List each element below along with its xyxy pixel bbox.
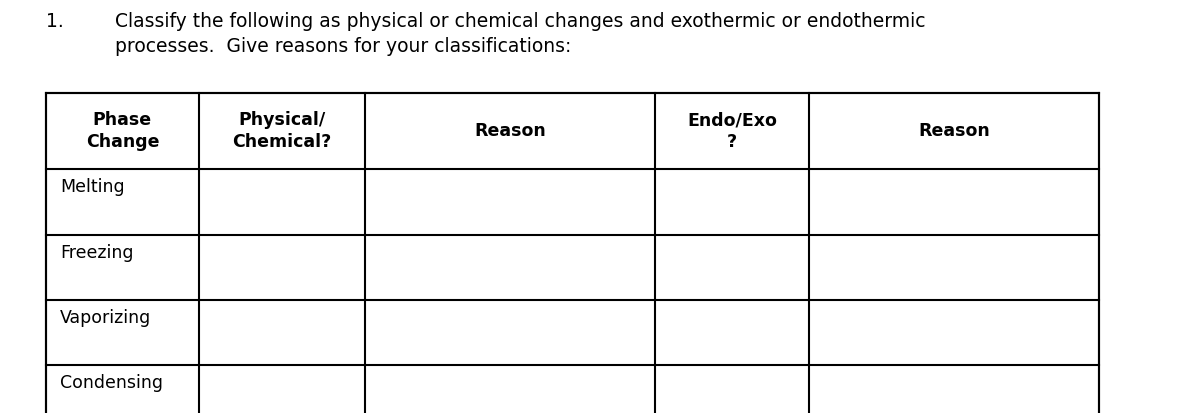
Text: Reason: Reason	[474, 122, 546, 140]
Bar	[46, 93, 1099, 413]
Text: 1.: 1.	[46, 12, 64, 31]
Text: Reason: Reason	[918, 122, 990, 140]
Text: Melting: Melting	[60, 178, 125, 197]
Text: Condensing: Condensing	[60, 374, 163, 392]
Text: Endo/Exo
?: Endo/Exo ?	[688, 111, 776, 151]
Text: Vaporizing: Vaporizing	[60, 309, 151, 327]
Text: Physical/
Chemical?: Physical/ Chemical?	[233, 111, 331, 151]
Text: Classify the following as physical or chemical changes and exothermic or endothe: Classify the following as physical or ch…	[115, 12, 925, 57]
Text: Freezing: Freezing	[60, 244, 133, 262]
Text: Phase
Change: Phase Change	[85, 111, 160, 151]
